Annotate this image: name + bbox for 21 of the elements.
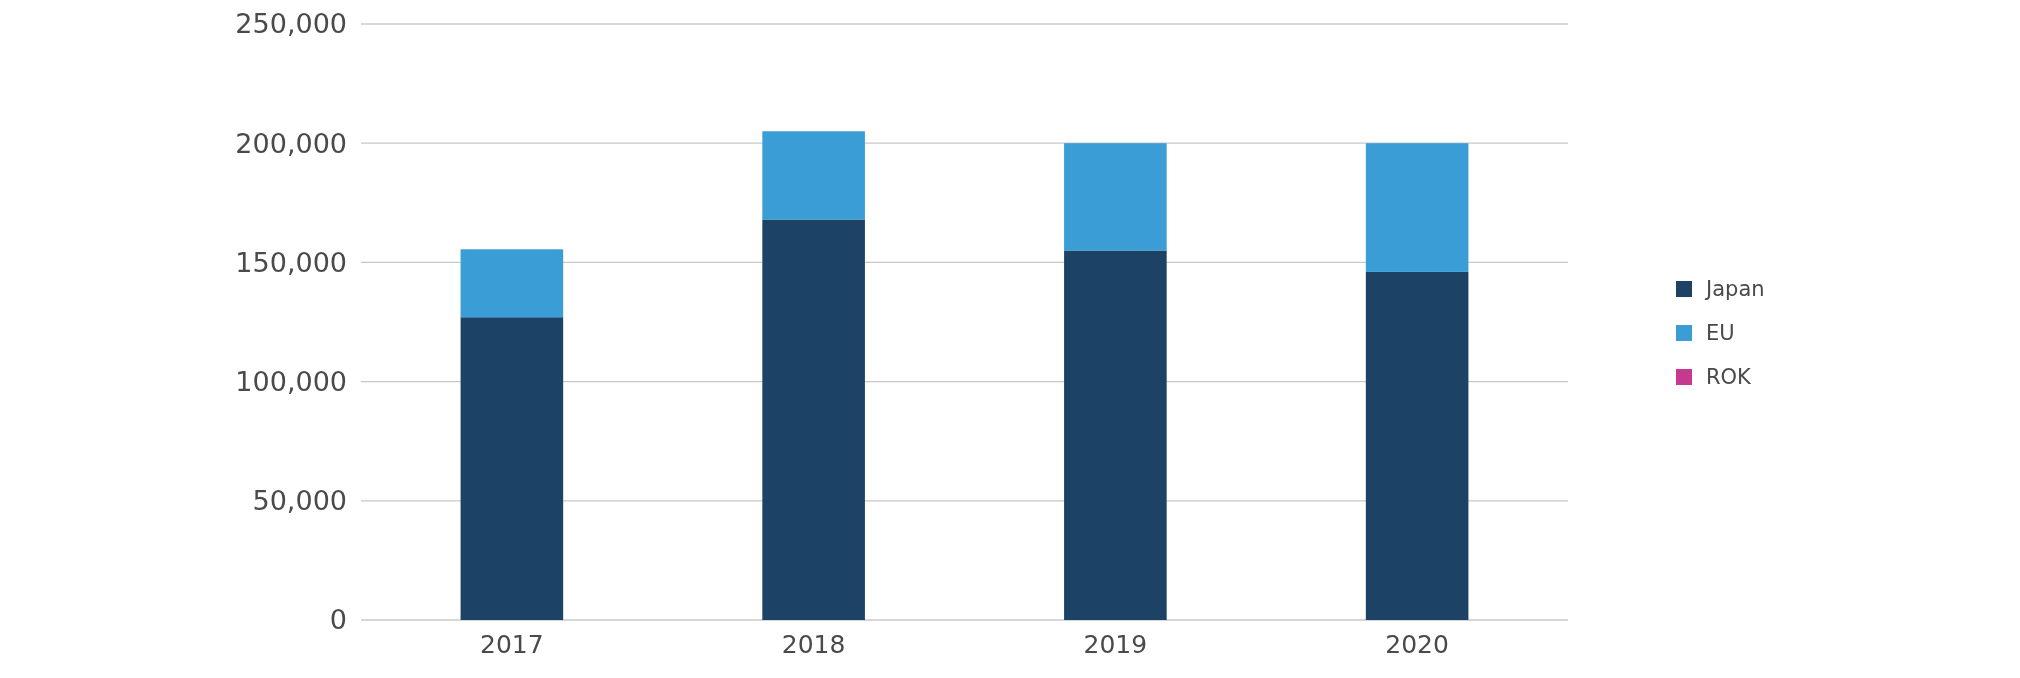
legend-label: ROK xyxy=(1706,365,1753,390)
y-tick-label: 200,000 xyxy=(235,127,347,159)
bar xyxy=(762,219,865,620)
x-tick-label: 2018 xyxy=(781,630,846,659)
y-tick-label: 50,000 xyxy=(252,485,347,517)
bar xyxy=(1064,250,1167,620)
bar xyxy=(460,317,564,620)
bar xyxy=(762,131,865,220)
bar xyxy=(1064,143,1167,251)
legend-label: Japan xyxy=(1704,277,1765,302)
bar xyxy=(1365,271,1469,620)
y-tick-label: 150,000 xyxy=(235,246,347,278)
legend-label: EU xyxy=(1706,321,1735,346)
x-tick-label: 2020 xyxy=(1385,630,1449,659)
x-tick-label: 2017 xyxy=(480,630,544,659)
y-tick-label: 100,000 xyxy=(235,366,347,398)
y-tick-label: 0 xyxy=(329,604,347,636)
x-tick-label: 2019 xyxy=(1083,630,1148,659)
bar xyxy=(460,249,564,318)
bar xyxy=(1365,143,1469,272)
y-tick-label: 250,000 xyxy=(235,8,347,40)
